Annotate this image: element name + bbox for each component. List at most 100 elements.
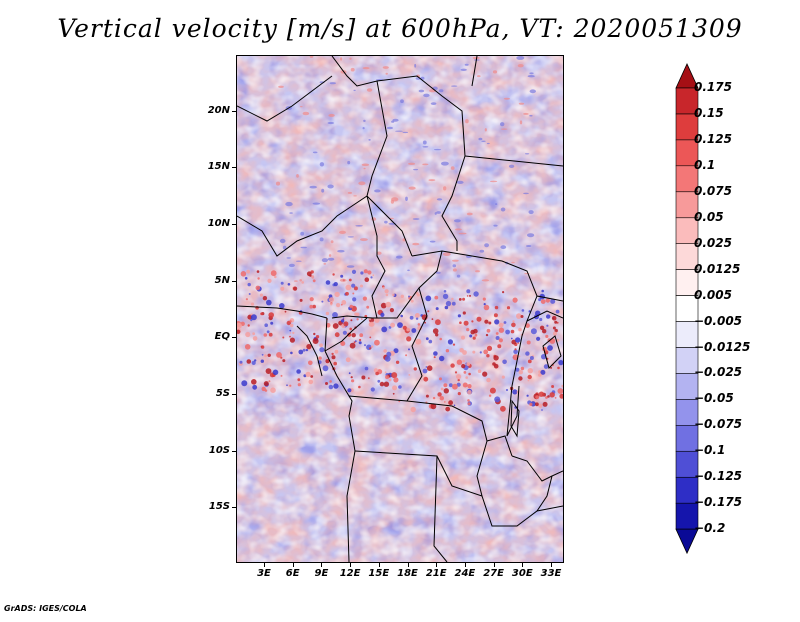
- convective-cell: [364, 344, 366, 347]
- convective-cell: [246, 359, 252, 364]
- convective-cell: [443, 383, 448, 388]
- convective-cell: [390, 322, 396, 328]
- convective-cell: [351, 333, 356, 338]
- convective-cell: [520, 315, 524, 318]
- convective-cell: [493, 355, 499, 361]
- convective-cell: [425, 337, 429, 341]
- lat-tick: [232, 337, 236, 338]
- velocity-patch: [275, 181, 281, 186]
- convective-cell: [395, 360, 400, 364]
- convective-cell: [486, 345, 493, 351]
- convective-cell: [265, 368, 272, 374]
- convective-cell: [353, 286, 358, 291]
- convective-cell: [554, 397, 557, 399]
- velocity-patch: [358, 181, 366, 186]
- convective-cell: [270, 387, 276, 394]
- convective-cell: [402, 325, 407, 330]
- convective-cell: [333, 282, 338, 287]
- convective-cell: [444, 305, 449, 310]
- velocity-patch: [489, 180, 498, 183]
- convective-cell: [270, 321, 274, 325]
- map-title: Vertical velocity [m/s] at 600hPa, VT: 2…: [57, 14, 743, 43]
- convective-cell: [415, 338, 422, 345]
- convective-cell: [384, 371, 387, 374]
- lat-label: 15S: [208, 501, 230, 512]
- convective-cell: [439, 355, 445, 362]
- convective-cell: [555, 309, 560, 314]
- convective-cell: [482, 297, 486, 301]
- convective-cell: [515, 337, 521, 343]
- velocity-patch: [407, 269, 410, 272]
- velocity-patch: [328, 254, 332, 257]
- convective-cell: [530, 328, 537, 335]
- velocity-patch: [299, 106, 303, 108]
- convective-cell: [336, 303, 341, 308]
- convective-cell: [380, 312, 385, 317]
- convective-cell: [472, 350, 476, 354]
- velocity-patch: [481, 279, 490, 282]
- velocity-patch: [454, 228, 462, 231]
- convective-cell: [389, 308, 394, 313]
- convective-cell: [462, 359, 465, 363]
- convective-cell: [322, 365, 329, 372]
- convective-cell: [372, 274, 375, 276]
- convective-cell: [308, 379, 314, 385]
- convective-cell: [482, 371, 488, 377]
- convective-cell: [506, 306, 511, 310]
- colorbar-label: −0.075: [694, 417, 743, 432]
- velocity-patch: [458, 232, 467, 235]
- convective-cell: [458, 298, 462, 301]
- convective-cell: [325, 382, 328, 385]
- lon-tick: [493, 563, 495, 567]
- velocity-patch: [518, 102, 525, 105]
- velocity-patch: [319, 162, 325, 167]
- convective-cell: [375, 371, 379, 376]
- convective-cell: [411, 328, 417, 333]
- convective-cell: [247, 282, 251, 287]
- convective-cell: [398, 385, 402, 389]
- velocity-patch: [508, 164, 515, 168]
- convective-cell: [377, 379, 381, 383]
- convective-cell: [456, 359, 463, 365]
- convective-cell: [392, 385, 398, 391]
- convective-cell: [518, 376, 523, 381]
- velocity-patch: [529, 89, 536, 94]
- convective-cell: [495, 332, 499, 335]
- convective-cell: [406, 336, 412, 342]
- convective-cell: [457, 378, 460, 382]
- convective-cell: [267, 278, 272, 283]
- convective-cell: [309, 304, 313, 309]
- convective-cell: [550, 298, 556, 304]
- convective-cell: [268, 332, 273, 337]
- velocity-patch: [350, 67, 355, 72]
- convective-cell: [426, 365, 433, 372]
- convective-cell: [435, 319, 441, 326]
- convective-cell: [461, 335, 465, 340]
- convective-cell: [473, 328, 478, 334]
- velocity-patch: [363, 167, 366, 170]
- convective-cell: [325, 359, 330, 364]
- convective-cell: [445, 406, 451, 412]
- convective-cell: [554, 328, 558, 333]
- convective-cell: [553, 331, 557, 336]
- velocity-patch: [302, 111, 310, 116]
- convective-cell: [540, 299, 546, 304]
- convective-cell: [461, 364, 466, 369]
- convective-cell: [529, 402, 533, 406]
- velocity-patch: [503, 97, 510, 100]
- lat-label: EQ: [214, 331, 230, 342]
- convective-cell: [280, 374, 283, 377]
- convective-cell: [366, 305, 370, 309]
- convective-cell: [260, 312, 263, 316]
- convective-cell: [352, 292, 355, 295]
- convective-cell: [245, 331, 251, 338]
- convective-cell: [367, 270, 372, 275]
- convective-cell: [444, 401, 446, 403]
- colorbar-arrow-bottom: [675, 528, 699, 555]
- convective-cell: [456, 382, 461, 387]
- convective-cell: [410, 299, 414, 303]
- convective-cell: [264, 389, 268, 392]
- velocity-patch: [337, 249, 345, 253]
- velocity-patch: [500, 128, 508, 130]
- velocity-map: [236, 55, 564, 563]
